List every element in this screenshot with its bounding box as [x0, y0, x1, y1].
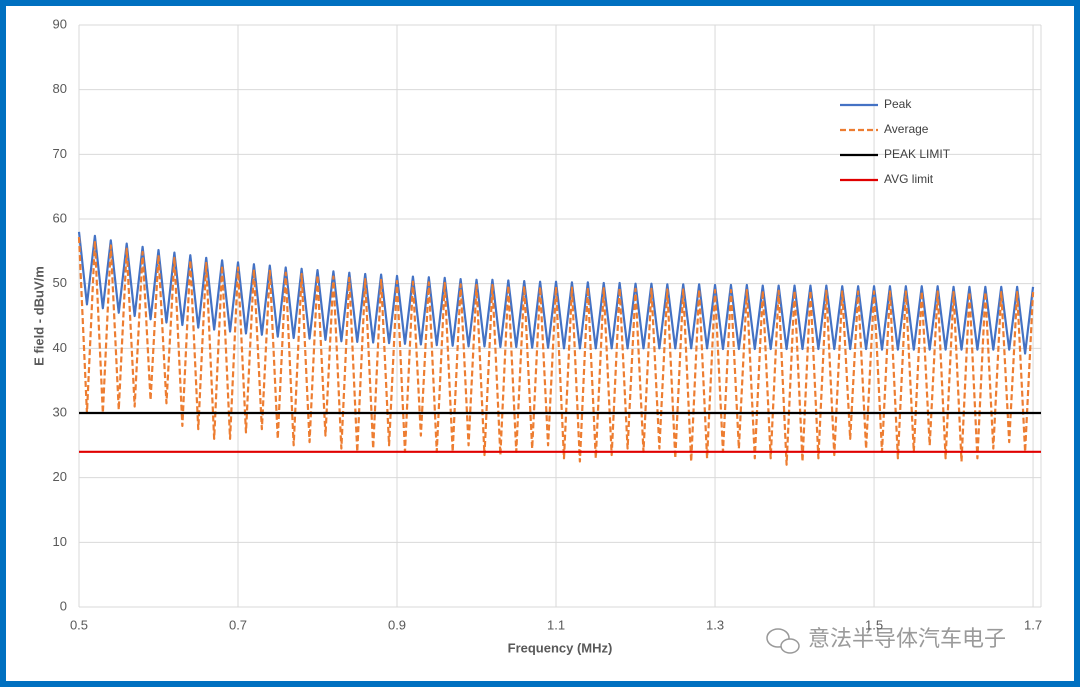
watermark: 意法半导体汽车电子 [808, 626, 1006, 651]
legend: Peak Average PEAK LIMIT AVG limit [840, 97, 951, 186]
series-line [77, 231, 1035, 355]
x-tick-label: 1.7 [1024, 617, 1042, 632]
y-tick-label: 50 [53, 275, 67, 290]
legend-label: PEAK LIMIT [884, 147, 951, 161]
y-tick-label: 90 [53, 16, 67, 31]
watermark-icon [766, 628, 800, 654]
legend-label: Average [884, 122, 929, 136]
y-tick-label: 40 [53, 340, 67, 355]
x-tick-label: 0.9 [388, 617, 406, 632]
x-tick-label: 1.3 [706, 617, 724, 632]
x-tick-label: 0.7 [229, 617, 247, 632]
x-tick-label: 0.5 [70, 617, 88, 632]
series-line [77, 237, 1035, 466]
y-tick-label: 20 [53, 469, 67, 484]
y-tick-label: 10 [53, 534, 67, 549]
y-tick-label: 30 [53, 404, 67, 419]
y-tick-label: 80 [53, 81, 67, 96]
legend-label: AVG limit [884, 172, 934, 186]
y-tick-label: 70 [53, 146, 67, 161]
y-axis-title: E field - dBuV/m [31, 266, 46, 366]
x-tick-label: 1.5 [865, 617, 883, 632]
y-tick-label: 0 [60, 598, 67, 613]
legend-label: Peak [884, 97, 912, 111]
x-tick-label: 1.1 [547, 617, 565, 632]
x-axis-title: Frequency (MHz) [508, 640, 613, 655]
y-tick-label: 60 [53, 210, 67, 225]
